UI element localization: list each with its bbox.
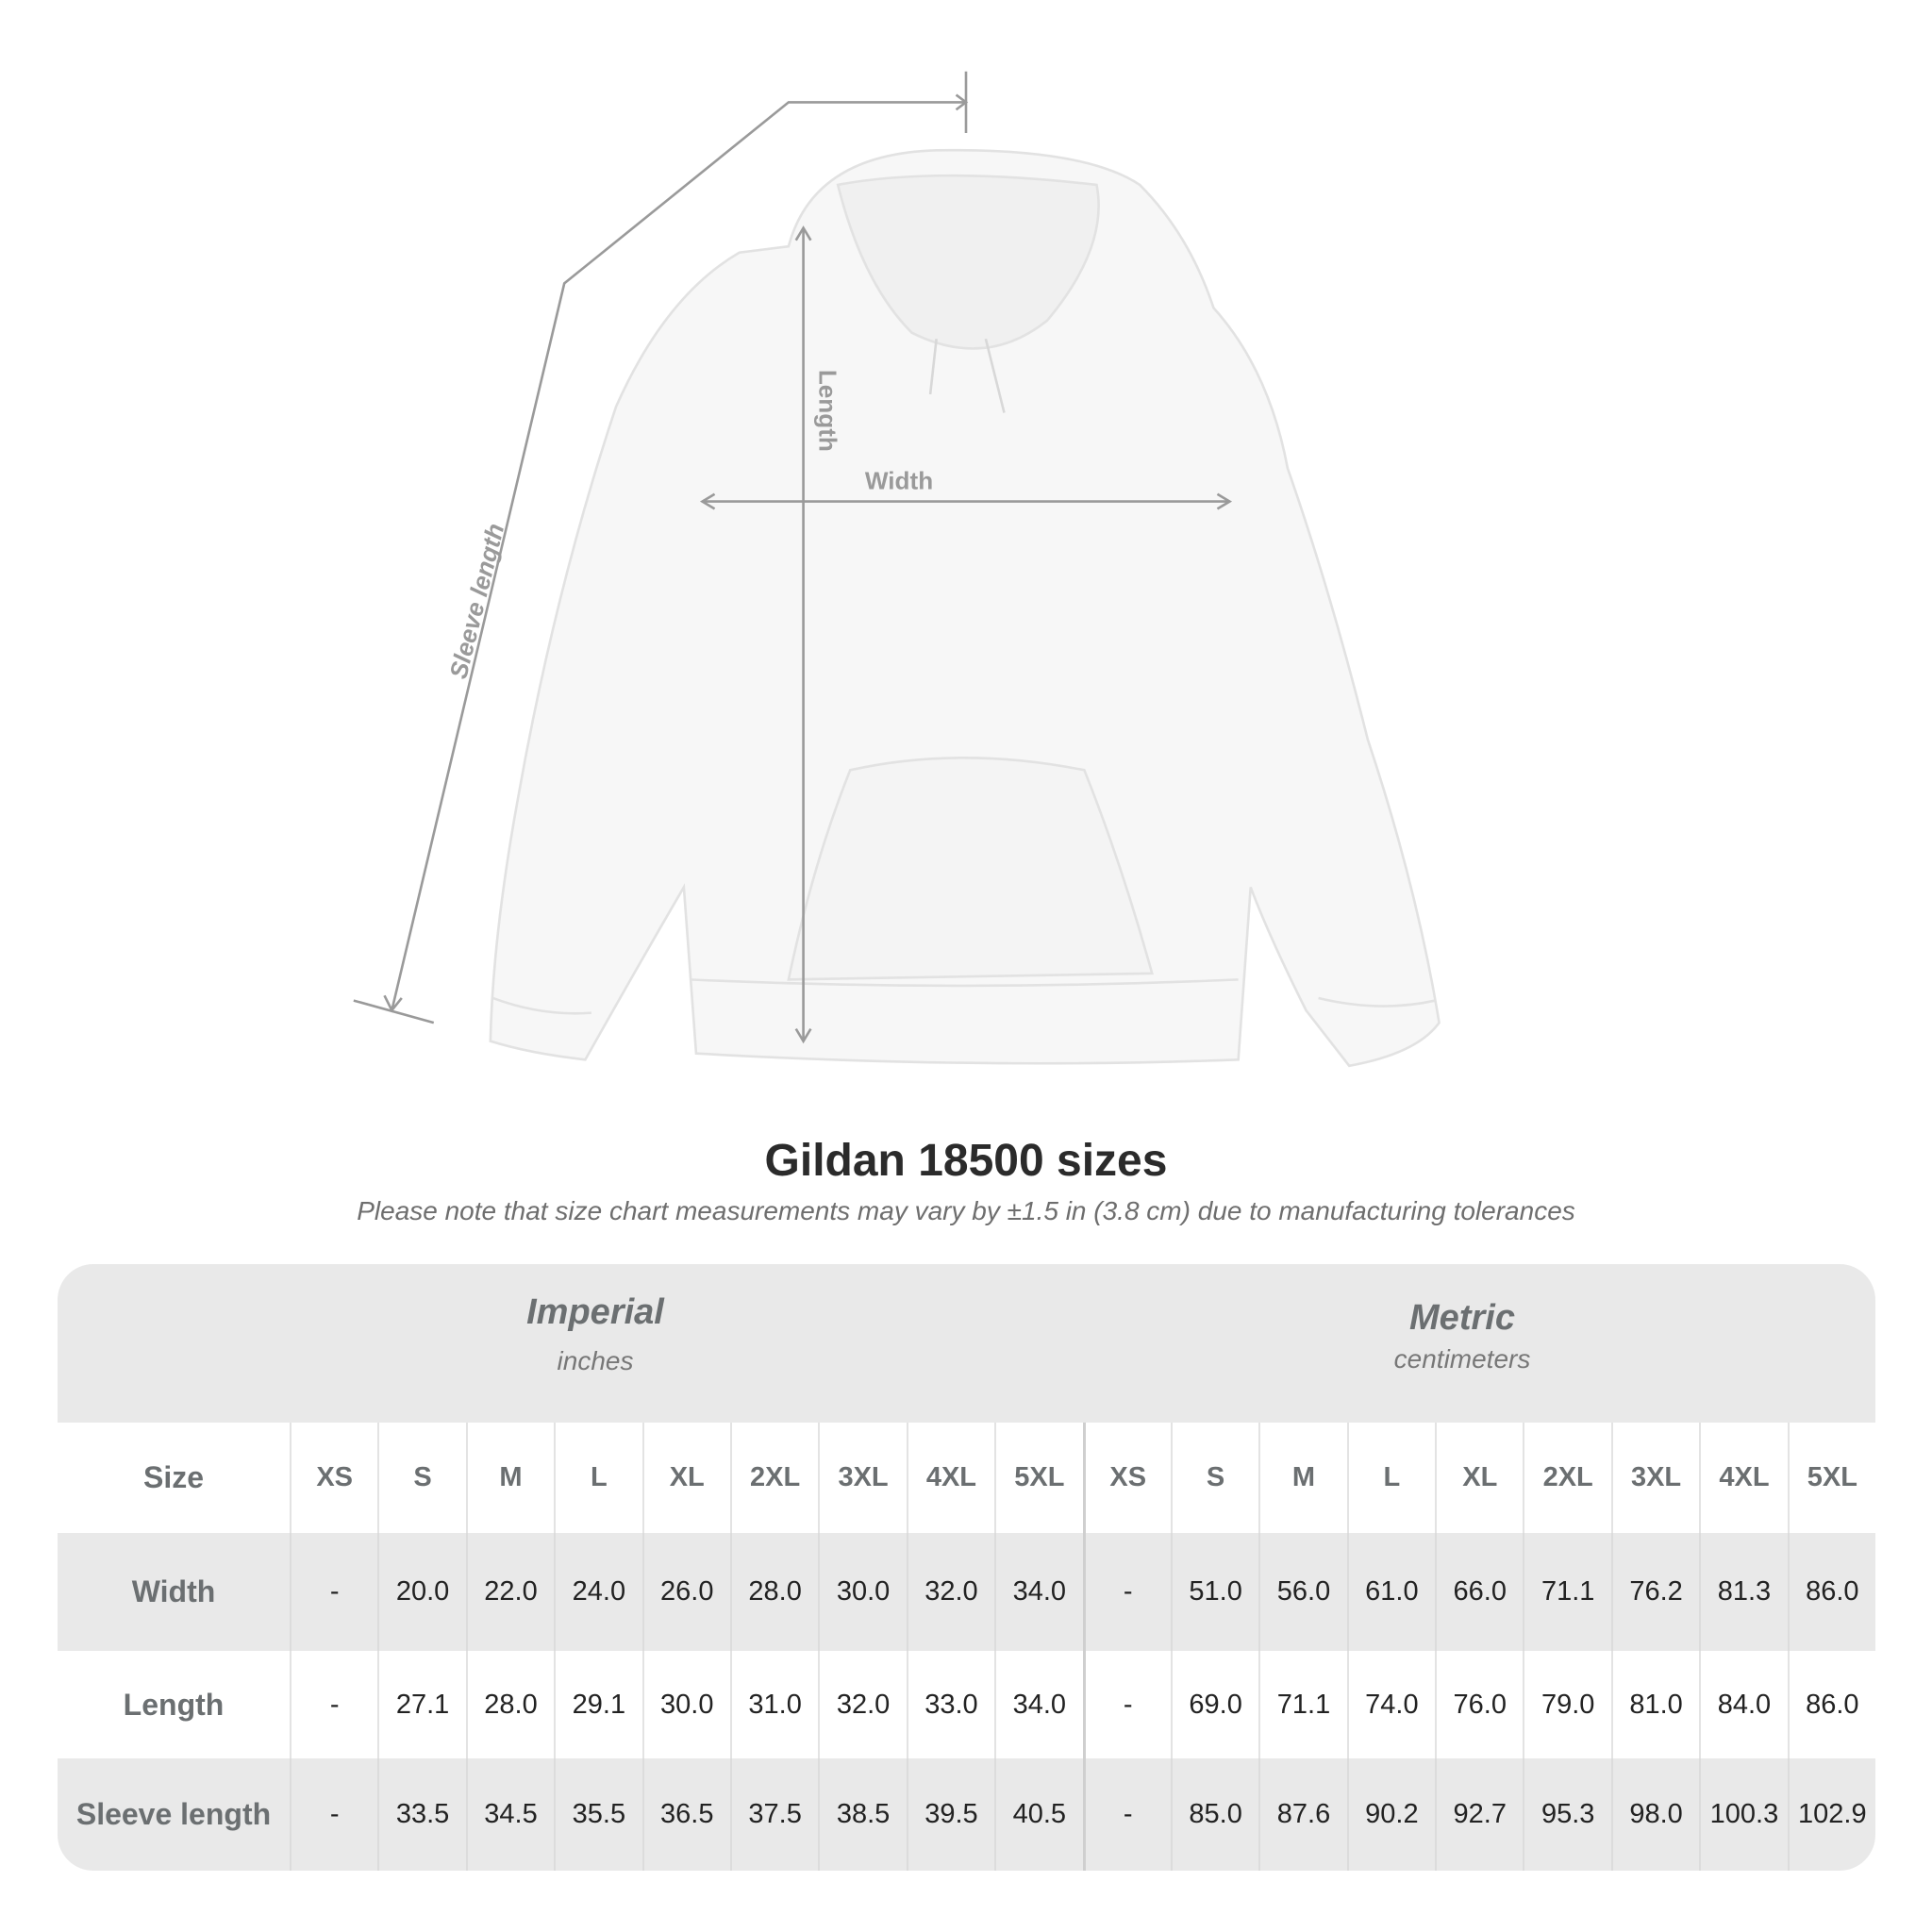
metric-value-cell: 76.0 — [1435, 1651, 1523, 1758]
size-metric-header: M — [1258, 1423, 1346, 1533]
size-metric-header: 2XL — [1523, 1423, 1610, 1533]
metric-value-cell: - — [1082, 1651, 1171, 1758]
imperial-value-cell: 32.0 — [818, 1651, 906, 1758]
hoodie-image — [489, 148, 1441, 1068]
imperial-header: Imperial inches — [265, 1292, 925, 1376]
metric-unit: centimeters — [1393, 1344, 1531, 1374]
imperial-value-cell: 34.0 — [994, 1533, 1082, 1651]
metric-value-cell: 81.3 — [1699, 1533, 1787, 1651]
imperial-value-cell: 33.5 — [377, 1758, 465, 1871]
imperial-value-cell: - — [290, 1651, 377, 1758]
imperial-value-cell: 28.0 — [729, 1533, 818, 1651]
size-metric-header: 3XL — [1610, 1423, 1699, 1533]
size-metric-header: XL — [1435, 1423, 1523, 1533]
size-imperial-header: S — [377, 1423, 465, 1533]
size-metric-header: 5XL — [1787, 1423, 1875, 1533]
metric-value-cell: 81.0 — [1610, 1651, 1699, 1758]
page-title: Gildan 18500 sizes — [764, 1136, 1168, 1186]
imperial-value-cell: 30.0 — [641, 1651, 730, 1758]
tolerance-note: Please note that size chart measurements… — [357, 1196, 1575, 1225]
length-label: Length — [814, 370, 842, 452]
size-table: Imperial inches Metric centimeters Size X… — [58, 1264, 1875, 1871]
size-metric-header: S — [1170, 1423, 1258, 1533]
metric-value-cell: 51.0 — [1170, 1533, 1258, 1651]
metric-value-cell: 66.0 — [1435, 1533, 1523, 1651]
metric-header: Metric centimeters — [1132, 1292, 1792, 1374]
imperial-value-cell: 29.1 — [554, 1651, 641, 1758]
imperial-value-cell: 34.0 — [994, 1651, 1082, 1758]
metric-value-cell: 95.3 — [1523, 1758, 1610, 1871]
size-imperial-header: XS — [290, 1423, 377, 1533]
metric-value-cell: 100.3 — [1699, 1758, 1787, 1871]
table-row: Length -27.1 28.0 29.1 30.0 31.0 32.0 33.0 34.0-… — [58, 1651, 1875, 1758]
metric-value-cell: 92.7 — [1435, 1758, 1523, 1871]
row-label: Size — [142, 1460, 205, 1494]
imperial-value-cell: 37.5 — [729, 1758, 818, 1871]
size-imperial-header: M — [465, 1423, 554, 1533]
metric-value-cell: 87.6 — [1258, 1758, 1346, 1871]
imperial-value-cell: 20.0 — [377, 1533, 465, 1651]
imperial-value-cell: 32.0 — [906, 1533, 994, 1651]
metric-value-cell: 74.0 — [1346, 1651, 1435, 1758]
unit-header: Imperial inches Metric centimeters — [58, 1264, 1875, 1423]
size-imperial-header: L — [554, 1423, 641, 1533]
metric-value-cell: - — [1082, 1758, 1171, 1871]
imperial-unit: inches — [557, 1346, 634, 1375]
metric-value-cell: 84.0 — [1699, 1651, 1787, 1758]
imperial-value-cell: 34.5 — [465, 1758, 554, 1871]
imperial-value-cell: 30.0 — [818, 1533, 906, 1651]
row-label: Sleeve length — [75, 1797, 272, 1831]
table-row: Sleeve length -33.5 34.5 35.5 36.5 37.5 38.5 39… — [58, 1758, 1875, 1871]
measurement-lines — [353, 71, 1233, 1044]
sleeve-length-line — [391, 101, 966, 1011]
metric-value-cell: 86.0 — [1787, 1533, 1875, 1651]
size-imperial-header: 3XL — [818, 1423, 906, 1533]
imperial-value-cell: 35.5 — [554, 1758, 641, 1871]
sleeve-length-label: Sleeve length — [443, 521, 509, 682]
size-imperial-header: 5XL — [994, 1423, 1082, 1533]
imperial-title: Imperial — [526, 1292, 664, 1332]
metric-value-cell: 56.0 — [1258, 1533, 1346, 1651]
imperial-value-cell: 22.0 — [465, 1533, 554, 1651]
row-label: Length — [123, 1687, 225, 1722]
metric-value-cell: 71.1 — [1523, 1533, 1610, 1651]
size-metric-header: XS — [1082, 1423, 1171, 1533]
size-metric-header: 4XL — [1699, 1423, 1787, 1533]
size-metric-header: L — [1346, 1423, 1435, 1533]
imperial-value-cell: 27.1 — [377, 1651, 465, 1758]
metric-value-cell: 86.0 — [1787, 1651, 1875, 1758]
metric-value-cell: 69.0 — [1170, 1651, 1258, 1758]
imperial-value-cell: 28.0 — [465, 1651, 554, 1758]
size-imperial-header: XL — [641, 1423, 730, 1533]
imperial-value-cell: 39.5 — [906, 1758, 994, 1871]
table-row: Width -20.0 22.0 24.0 26.0 28.0 30.0 32.0 34.0-5… — [58, 1533, 1875, 1651]
size-imperial-header: 2XL — [729, 1423, 818, 1533]
imperial-value-cell: 26.0 — [641, 1533, 730, 1651]
metric-title: Metric — [1409, 1298, 1515, 1338]
metric-value-cell: 76.2 — [1610, 1533, 1699, 1651]
metric-value-cell: 98.0 — [1610, 1758, 1699, 1871]
metric-value-cell: - — [1082, 1533, 1171, 1651]
metric-value-cell: 61.0 — [1346, 1533, 1435, 1651]
size-header-row: Size XS S M L XL 2XL 3XL 4XL 5XL XS S M L XL 2XL 3XL 4XL 5… — [58, 1423, 1875, 1533]
size-imperial-header: 4XL — [906, 1423, 994, 1533]
metric-value-cell: 79.0 — [1523, 1651, 1610, 1758]
imperial-value-cell: 36.5 — [641, 1758, 730, 1871]
imperial-value-cell: - — [290, 1533, 377, 1651]
imperial-value-cell: 38.5 — [818, 1758, 906, 1871]
imperial-value-cell: 31.0 — [729, 1651, 818, 1758]
imperial-value-cell: 24.0 — [554, 1533, 641, 1651]
metric-value-cell: 85.0 — [1170, 1758, 1258, 1871]
metric-value-cell: 71.1 — [1258, 1651, 1346, 1758]
metric-value-cell: 102.9 — [1787, 1758, 1875, 1871]
imperial-value-cell: - — [290, 1758, 377, 1871]
row-label: Width — [131, 1574, 216, 1608]
metric-value-cell: 90.2 — [1346, 1758, 1435, 1871]
imperial-value-cell: 33.0 — [906, 1651, 994, 1758]
imperial-value-cell: 40.5 — [994, 1758, 1082, 1871]
width-label: Width — [865, 467, 933, 495]
